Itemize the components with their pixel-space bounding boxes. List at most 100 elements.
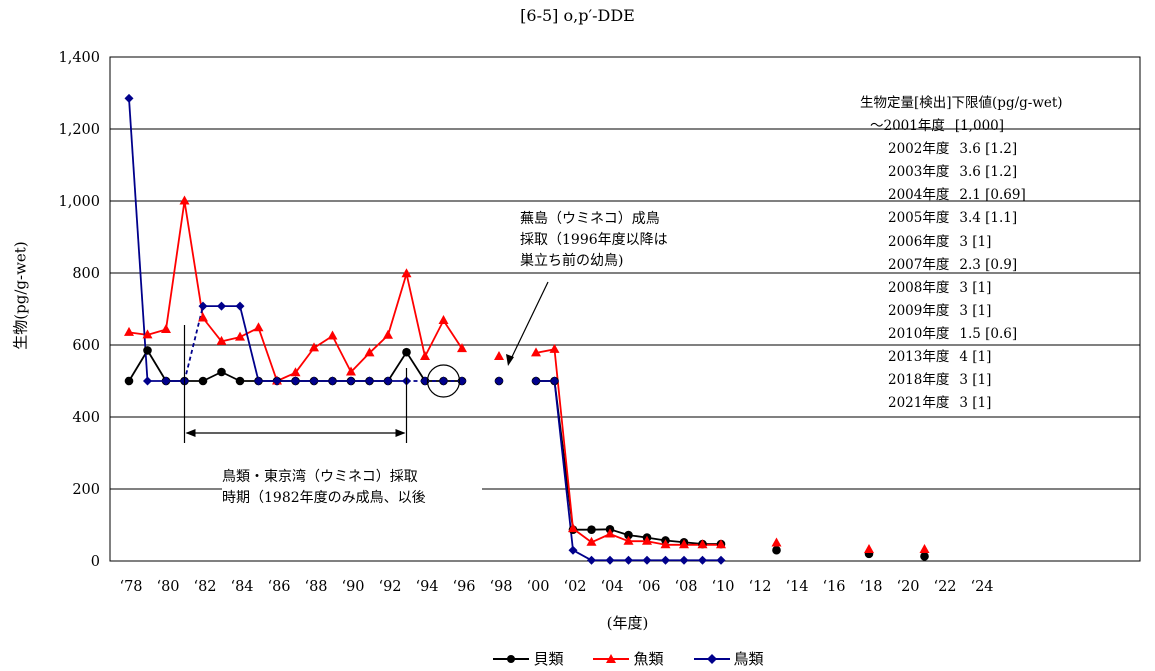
series-line-2	[183, 305, 204, 382]
detection-limit-value: 3 [1]	[959, 233, 992, 250]
detection-limit-value: 2.3 [0.9]	[959, 256, 1018, 273]
detection-limit-year: 2021年度	[888, 395, 950, 412]
detection-limit-row: 2003年度 3.6 [1.2]	[860, 161, 1063, 184]
detection-limit-row: 2006年度 3 [1]	[860, 231, 1063, 254]
data-point-1	[364, 347, 375, 357]
data-point-2	[679, 555, 689, 565]
data-point-0	[772, 545, 781, 555]
data-point-1	[457, 343, 467, 353]
detection-limit-row: 2021年度 3 [1]	[860, 392, 1063, 415]
series-line-2	[553, 380, 574, 551]
x-tick-label: ‘84	[230, 579, 253, 595]
series-line-2	[239, 305, 260, 382]
kabushima-pointer	[509, 281, 549, 362]
detection-limit-row: 2018年度 3 [1]	[860, 369, 1063, 392]
data-point-2	[143, 376, 152, 386]
data-point-1	[327, 330, 338, 340]
data-point-1	[771, 537, 782, 547]
legend-label-shellfish: 貝類	[533, 650, 564, 668]
annotation-line: 時期（1982年度のみ成鳥、以後	[222, 490, 426, 506]
data-point-2	[217, 301, 226, 311]
x-tick-label: ‘04	[600, 579, 623, 595]
legend-item-fish: 魚類	[591, 648, 664, 669]
x-tick-label: ‘00	[526, 579, 549, 595]
detection-limit-row: 2007年度 2.3 [0.9]	[860, 254, 1063, 277]
x-tick-label: ‘90	[341, 579, 364, 595]
data-point-1	[179, 195, 190, 205]
x-tick-label: ‘88	[304, 579, 327, 595]
data-point-2	[365, 376, 374, 386]
kabushima-circle	[426, 364, 461, 398]
data-point-2	[568, 545, 578, 555]
data-point-1	[346, 366, 356, 376]
x-tick-label: ‘06	[637, 579, 660, 595]
data-point-1	[679, 539, 689, 549]
data-point-1	[216, 335, 227, 345]
detection-limit-year: 2007年度	[888, 256, 950, 273]
legend-marker-shellfish	[493, 654, 530, 663]
data-point-1	[586, 536, 597, 546]
data-point-1	[660, 539, 671, 549]
legend-item-shellfish: 貝類	[491, 648, 563, 669]
series-line-2	[572, 549, 592, 562]
data-point-0	[587, 525, 596, 534]
data-point-0	[402, 347, 411, 357]
detection-limit-row: 2008年度 3 [1]	[860, 277, 1063, 300]
x-tick-label: ‘14	[785, 579, 808, 595]
x-tick-label: ‘98	[489, 579, 512, 595]
bracket-arrow-left	[185, 429, 196, 437]
x-tick-label: ‘80	[156, 579, 179, 595]
x-tick-label: ‘78	[119, 579, 142, 595]
x-tick-label: ‘12	[748, 579, 771, 595]
data-point-2	[642, 555, 652, 565]
detection-limit-value: 3.4 [1.1]	[959, 210, 1018, 227]
data-point-2	[198, 301, 208, 311]
data-point-1	[864, 543, 874, 553]
detection-limit-year: 2006年度	[888, 233, 950, 250]
detection-limit-row: 2002年度 3.6 [1.2]	[860, 138, 1063, 161]
y-tick-label: 1,000	[58, 194, 100, 210]
data-point-2	[383, 376, 393, 386]
detection-limit-year: ～2001年度	[870, 118, 945, 135]
data-point-1	[198, 312, 208, 322]
detection-limit-value: 2.1 [0.69]	[959, 187, 1026, 204]
series-line-1	[294, 347, 315, 374]
data-point-1	[235, 331, 245, 341]
detection-limit-row: 2009年度 3 [1]	[860, 300, 1063, 323]
legend-marker-fish	[593, 653, 630, 663]
x-tick-label: ‘18	[859, 579, 882, 595]
data-point-1	[697, 539, 708, 549]
x-tick-label: ‘96	[452, 579, 475, 595]
legend-item-birds: 鳥類	[692, 648, 764, 669]
detection-limit-row: ～2001年度 [1,000]	[860, 115, 1063, 138]
annotation-line: 鳥類・東京湾（ウミネコ）採取	[222, 469, 418, 485]
bracket-arrow-right	[395, 429, 406, 437]
x-tick-label: ‘86	[267, 579, 290, 595]
y-tick-label: 0	[91, 554, 100, 570]
chart-title: [6-5] o,p′-DDE	[520, 6, 635, 25]
data-point-2	[346, 376, 356, 386]
series-line-0	[405, 351, 426, 382]
detection-limit-year: 2003年度	[888, 164, 950, 181]
detection-limit-row: 2004年度 2.1 [0.69]	[860, 184, 1063, 207]
annotation-line: 巣立ち前の幼鳥)	[520, 253, 624, 269]
data-point-1	[438, 315, 449, 325]
detection-limit-year: 2002年度	[888, 141, 950, 158]
data-point-1	[605, 528, 615, 538]
data-point-1	[568, 523, 578, 533]
x-tick-label: ‘08	[674, 579, 697, 595]
detection-limits-title: 生物定量[検出]下限値(pg/g-wet)	[860, 95, 1063, 111]
data-point-1	[716, 539, 726, 549]
data-point-2	[661, 555, 670, 565]
data-point-0	[624, 530, 633, 540]
data-point-2	[309, 376, 319, 386]
detection-limit-row: 2010年度 1.5 [0.6]	[860, 323, 1063, 346]
x-tick-label: ‘24	[970, 579, 993, 595]
data-point-2	[494, 376, 504, 386]
series-line-0	[146, 349, 167, 382]
data-point-1	[401, 268, 412, 278]
data-point-2	[235, 301, 245, 311]
data-point-1	[623, 535, 634, 545]
x-tick-label: ‘20	[896, 579, 919, 595]
